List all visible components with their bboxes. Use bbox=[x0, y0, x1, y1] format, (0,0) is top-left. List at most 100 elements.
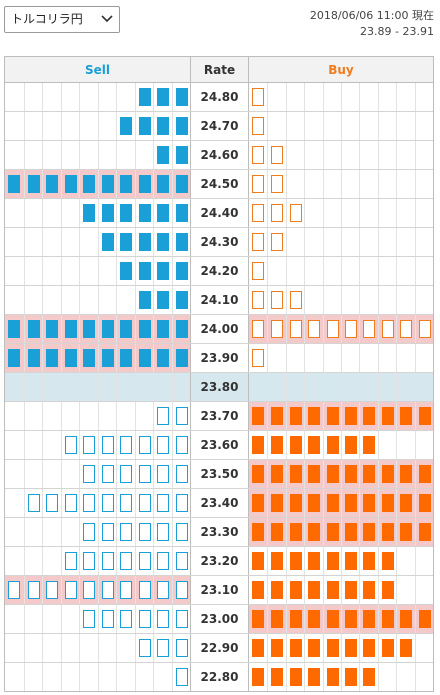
sell-cell bbox=[60, 460, 79, 488]
buy-cell bbox=[359, 605, 377, 633]
buy-volume-box bbox=[381, 407, 394, 425]
sell-volume-cells bbox=[5, 402, 190, 430]
buy-volume-box bbox=[252, 233, 264, 251]
order-book-row: 24.80 bbox=[5, 83, 433, 112]
buy-cell bbox=[414, 489, 433, 517]
sell-cell bbox=[134, 431, 153, 459]
sell-volume-box bbox=[175, 117, 188, 135]
buy-volume-box bbox=[363, 320, 376, 338]
buy-cell bbox=[304, 199, 322, 227]
buy-volume-cells bbox=[249, 547, 433, 575]
sell-cell bbox=[97, 576, 116, 604]
sell-cell bbox=[42, 373, 60, 401]
buy-cell bbox=[267, 228, 285, 256]
sell-cell bbox=[153, 170, 171, 198]
sell-volume-box bbox=[175, 204, 188, 222]
sell-cell bbox=[171, 141, 190, 169]
buy-cell bbox=[341, 663, 359, 691]
rate-value: 24.60 bbox=[190, 141, 249, 169]
sell-cell bbox=[5, 199, 23, 227]
order-book-row: 24.30 bbox=[5, 228, 433, 257]
sell-cell bbox=[153, 315, 171, 343]
buy-cell bbox=[249, 344, 267, 372]
sell-cell bbox=[97, 547, 116, 575]
buy-volume-box bbox=[326, 610, 339, 628]
buy-cell bbox=[341, 460, 359, 488]
buy-volume-box bbox=[271, 581, 284, 599]
buy-cell bbox=[396, 547, 414, 575]
sell-cell bbox=[60, 83, 79, 111]
sell-cell bbox=[134, 199, 153, 227]
sell-cell bbox=[42, 634, 60, 662]
sell-volume-cells bbox=[5, 199, 190, 227]
sell-volume-box bbox=[8, 349, 20, 367]
currency-pair-select[interactable]: トルコリラ円 bbox=[4, 6, 120, 33]
buy-volume-box bbox=[381, 639, 394, 657]
sell-cell bbox=[97, 141, 116, 169]
sell-cell bbox=[5, 402, 23, 430]
buy-volume-box bbox=[345, 407, 357, 425]
sell-cell bbox=[42, 315, 60, 343]
buy-cell bbox=[341, 634, 359, 662]
sell-volume-box bbox=[157, 146, 169, 164]
sell-volume-box bbox=[101, 320, 114, 338]
buy-volume-box bbox=[400, 523, 413, 541]
buy-cell bbox=[359, 83, 377, 111]
sell-cell bbox=[79, 460, 97, 488]
buy-volume-cells bbox=[249, 431, 433, 459]
sell-cell bbox=[116, 112, 134, 140]
sell-cell bbox=[97, 286, 116, 314]
order-book-row: 24.40 bbox=[5, 199, 433, 228]
sell-cell bbox=[134, 460, 153, 488]
sell-volume-cells bbox=[5, 663, 190, 691]
sell-cell bbox=[23, 373, 42, 401]
buy-cell bbox=[359, 257, 377, 285]
buy-volume-cells bbox=[249, 257, 433, 285]
buy-cell bbox=[359, 228, 377, 256]
buy-cell bbox=[249, 199, 267, 227]
buy-cell bbox=[377, 663, 396, 691]
sell-volume-box bbox=[138, 436, 151, 454]
sell-volume-cells bbox=[5, 83, 190, 111]
buy-cell bbox=[267, 634, 285, 662]
sell-cell bbox=[5, 344, 23, 372]
buy-cell bbox=[267, 547, 285, 575]
order-book-row: 24.00 bbox=[5, 315, 433, 344]
buy-volume-box bbox=[308, 668, 321, 686]
buy-cell bbox=[414, 605, 433, 633]
buy-cell bbox=[304, 605, 322, 633]
buy-volume-box bbox=[326, 320, 339, 338]
buy-cell bbox=[359, 402, 377, 430]
sell-volume-box bbox=[27, 349, 40, 367]
buy-cell bbox=[377, 547, 396, 575]
buy-volume-box bbox=[289, 668, 302, 686]
sell-volume-cells bbox=[5, 460, 190, 488]
buy-volume-box bbox=[252, 610, 264, 628]
buy-cell bbox=[285, 489, 304, 517]
rate-value: 23.50 bbox=[190, 460, 249, 488]
sell-cell bbox=[23, 460, 42, 488]
buy-cell bbox=[414, 315, 433, 343]
sell-volume-box bbox=[64, 494, 77, 512]
sell-cell bbox=[60, 170, 79, 198]
sell-cell bbox=[116, 663, 134, 691]
sell-cell bbox=[42, 431, 60, 459]
sell-cell bbox=[97, 460, 116, 488]
sell-volume-box bbox=[120, 494, 132, 512]
sell-cell bbox=[97, 634, 116, 662]
sell-volume-box bbox=[175, 233, 188, 251]
buy-cell bbox=[359, 547, 377, 575]
buy-volume-box bbox=[418, 494, 431, 512]
buy-volume-box bbox=[271, 639, 284, 657]
sell-cell bbox=[153, 489, 171, 517]
sell-cell bbox=[42, 257, 60, 285]
buy-cell bbox=[322, 315, 341, 343]
sell-cell bbox=[153, 257, 171, 285]
sell-cell bbox=[97, 315, 116, 343]
sell-cell bbox=[23, 634, 42, 662]
sell-cell bbox=[97, 83, 116, 111]
buy-cell bbox=[396, 170, 414, 198]
sell-volume-box bbox=[101, 610, 114, 628]
buy-cell bbox=[396, 112, 414, 140]
buy-volume-box bbox=[252, 117, 264, 135]
